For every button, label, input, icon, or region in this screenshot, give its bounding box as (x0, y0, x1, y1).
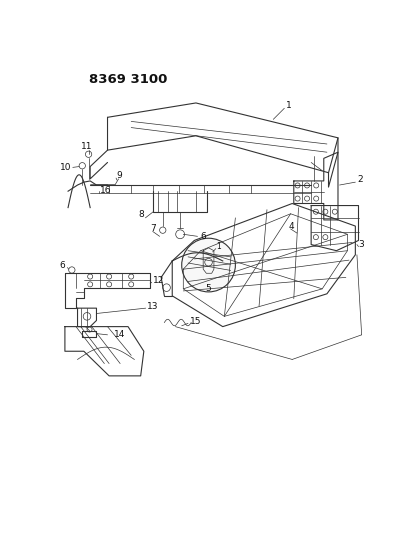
Text: 13: 13 (146, 302, 158, 311)
Text: 9: 9 (116, 171, 121, 180)
Text: 10: 10 (60, 163, 71, 172)
Text: 7: 7 (149, 224, 155, 232)
Text: 8369 3100: 8369 3100 (88, 73, 166, 86)
Text: 3: 3 (357, 240, 363, 249)
Text: 16: 16 (100, 186, 112, 195)
Text: 8: 8 (138, 211, 144, 220)
Text: 15: 15 (189, 317, 200, 326)
Text: 6: 6 (60, 261, 65, 270)
Text: 1: 1 (285, 101, 291, 110)
Text: 1: 1 (216, 242, 220, 251)
Text: 2: 2 (356, 175, 362, 184)
Text: 4: 4 (288, 222, 294, 231)
Text: 12: 12 (152, 276, 164, 285)
Text: 6: 6 (200, 232, 205, 241)
Text: 14: 14 (113, 330, 125, 340)
Text: 5: 5 (205, 284, 211, 293)
Text: 11: 11 (81, 142, 92, 150)
Circle shape (181, 238, 235, 292)
